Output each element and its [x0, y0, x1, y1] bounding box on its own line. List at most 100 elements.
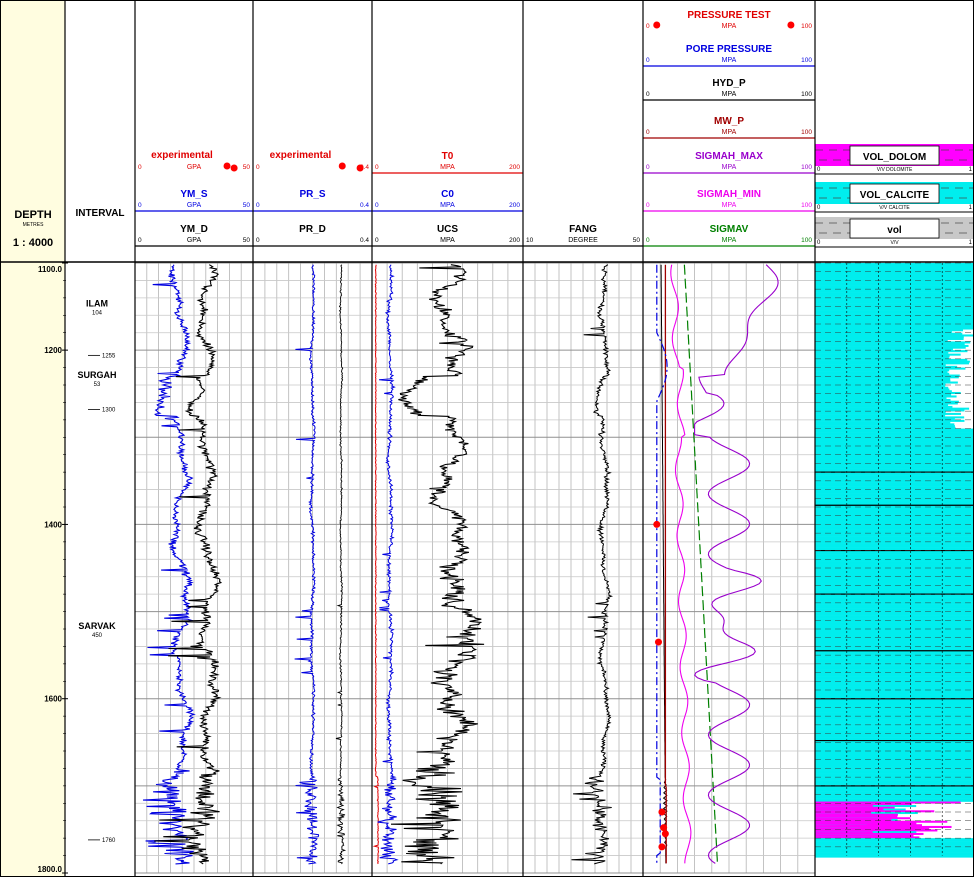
legend-max: 1	[969, 167, 973, 173]
calcite-fill	[815, 311, 974, 314]
calcite-fill	[815, 724, 974, 727]
curve-header-min: 0	[138, 164, 142, 171]
dolomite-fill	[815, 818, 892, 822]
curve-header-max: 0.4	[360, 237, 369, 244]
curve-header-unit: MPA	[722, 237, 737, 244]
experimental-point	[356, 164, 364, 172]
calcite-fill	[815, 547, 974, 550]
calcite-fill	[815, 608, 974, 611]
calcite-fill	[815, 428, 974, 431]
calcite-fill	[815, 609, 974, 612]
calcite-fill	[815, 588, 974, 591]
formation-thickness: 53	[94, 382, 101, 388]
calcite-fill	[815, 761, 974, 764]
calcite-fill	[815, 540, 974, 543]
calcite-fill	[815, 404, 949, 407]
curve-header-min: 0	[646, 23, 650, 30]
calcite-fill	[815, 301, 974, 304]
calcite-fill	[815, 405, 953, 408]
calcite-fill	[815, 611, 974, 614]
calcite-fill	[815, 723, 974, 726]
calcite-fill	[815, 623, 974, 626]
curve-header-unit: MPA	[722, 129, 737, 136]
dolomite-fill	[815, 801, 961, 804]
calcite-fill	[815, 587, 974, 590]
calcite-fill	[815, 667, 974, 670]
calcite-fill	[815, 838, 974, 841]
calcite-fill	[815, 721, 974, 724]
calcite-fill	[815, 843, 974, 846]
calcite-fill	[815, 686, 974, 689]
curve-header-min: 10	[526, 237, 534, 244]
calcite-fill	[815, 573, 974, 576]
calcite-fill	[815, 562, 974, 565]
calcite-fill	[815, 470, 974, 473]
calcite-fill	[815, 487, 974, 490]
calcite-fill	[815, 639, 974, 642]
calcite-fill	[815, 794, 974, 797]
calcite-fill	[815, 848, 974, 851]
calcite-fill	[815, 625, 974, 628]
calcite-fill	[815, 735, 974, 738]
calcite-fill	[815, 853, 974, 856]
calcite-fill	[815, 756, 974, 759]
calcite-fill	[815, 505, 974, 508]
dolomite-fill	[815, 831, 873, 834]
curve-header-unit: MPA	[722, 91, 737, 98]
calcite-fill	[815, 855, 974, 858]
calcite-fill	[815, 303, 974, 306]
calcite-fill	[815, 644, 974, 647]
calcite-fill	[815, 385, 946, 388]
legend-unit: V/V DOLOMITE	[877, 167, 913, 173]
sigmav-curve	[683, 264, 719, 864]
calcite-fill	[815, 599, 974, 602]
depth-scale: 1 : 4000	[13, 237, 53, 249]
curve-header-unit: DEGREE	[568, 237, 598, 244]
calcite-fill	[815, 752, 974, 755]
calcite-fill	[815, 442, 974, 445]
calcite-fill	[815, 458, 974, 461]
calcite-fill	[815, 726, 974, 729]
calcite-fill	[815, 407, 970, 410]
calcite-fill	[815, 533, 974, 536]
calcite-fill	[815, 595, 974, 598]
calcite-fill	[815, 651, 974, 654]
formation-thickness: 104	[92, 311, 103, 317]
legend-label-box	[849, 218, 940, 239]
calcite-fill	[815, 629, 974, 632]
calcite-fill	[815, 465, 974, 468]
calcite-fill	[815, 263, 974, 266]
calcite-fill	[815, 775, 974, 778]
calcite-fill	[815, 536, 974, 539]
ucs-curve	[390, 264, 485, 865]
calcite-fill	[815, 337, 964, 340]
calcite-fill	[815, 371, 948, 374]
curve-header-min: 0	[375, 164, 379, 171]
legend-name: VOL_CALCITE	[860, 190, 930, 201]
calcite-fill	[815, 369, 950, 372]
pressure-test-point	[658, 808, 666, 816]
calcite-fill	[815, 268, 974, 271]
calcite-fill	[815, 538, 974, 541]
calcite-fill	[815, 696, 974, 700]
calcite-fill	[815, 777, 974, 780]
calcite-fill	[815, 670, 974, 673]
calcite-fill	[815, 336, 964, 339]
calcite-fill	[815, 501, 974, 504]
calcite-fill	[815, 665, 974, 668]
calcite-fill	[815, 569, 974, 572]
calcite-fill	[815, 705, 974, 708]
calcite-fill	[815, 381, 958, 384]
calcite-fill	[815, 466, 974, 469]
sigmah-max-curve	[694, 264, 779, 864]
calcite-fill	[815, 416, 965, 419]
calcite-fill	[815, 283, 974, 286]
calcite-fill	[815, 674, 974, 677]
calcite-fill	[815, 362, 970, 365]
curve-header-name: T0	[442, 151, 454, 162]
calcite-fill	[815, 731, 974, 734]
calcite-fill	[815, 376, 959, 379]
